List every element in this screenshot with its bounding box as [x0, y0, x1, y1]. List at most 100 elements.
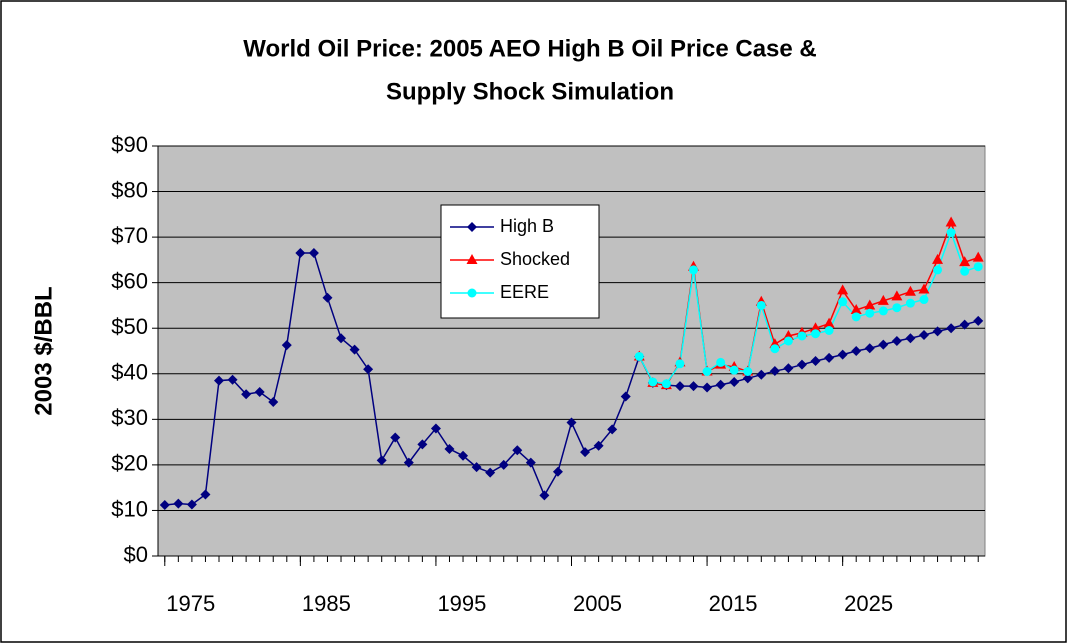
marker — [363, 364, 374, 375]
y-tick-label: $90 — [111, 132, 148, 157]
marker — [295, 248, 306, 259]
marker — [390, 432, 401, 443]
marker — [716, 357, 726, 367]
marker — [308, 248, 319, 259]
marker — [525, 457, 536, 468]
marker — [200, 489, 211, 500]
marker — [648, 377, 658, 387]
marker — [403, 457, 414, 468]
marker — [919, 295, 929, 305]
x-tick-label: 1995 — [437, 591, 486, 616]
marker — [227, 374, 238, 385]
marker — [471, 462, 482, 473]
marker — [824, 326, 834, 335]
legend-label: Shocked — [500, 249, 570, 269]
marker — [837, 284, 849, 295]
marker — [661, 379, 671, 389]
marker — [823, 317, 835, 328]
marker — [756, 369, 767, 380]
marker — [458, 450, 469, 461]
marker — [580, 447, 591, 458]
legend-marker — [467, 288, 477, 298]
marker — [946, 228, 956, 238]
marker — [810, 356, 821, 367]
y-axis-label: 2003 $/BBL — [30, 286, 57, 415]
marker — [959, 256, 971, 267]
y-tick-label: $10 — [111, 496, 148, 521]
x-tick-label: 2025 — [844, 591, 893, 616]
marker — [796, 359, 807, 370]
marker — [430, 423, 441, 434]
marker — [593, 440, 604, 451]
marker — [905, 333, 916, 344]
marker — [878, 339, 889, 350]
y-tick-label: $0 — [124, 542, 148, 567]
marker — [566, 417, 577, 428]
chart-title: Supply Shock Simulation — [386, 78, 674, 105]
marker — [512, 445, 523, 456]
marker — [918, 283, 930, 294]
marker — [688, 381, 699, 392]
marker — [851, 312, 861, 322]
marker — [905, 298, 915, 308]
marker — [322, 292, 333, 303]
marker — [715, 379, 726, 390]
marker — [891, 335, 902, 346]
marker — [783, 363, 794, 374]
y-tick-label: $60 — [111, 268, 148, 293]
marker — [281, 340, 292, 351]
marker — [891, 290, 903, 301]
legend-box — [440, 204, 600, 319]
x-tick-label: 2005 — [573, 591, 622, 616]
marker — [349, 344, 360, 355]
marker — [960, 266, 970, 276]
marker — [743, 367, 753, 376]
marker — [945, 216, 957, 227]
marker — [824, 352, 835, 363]
y-tick-label: $50 — [111, 314, 148, 339]
x-tick-label: 1975 — [166, 591, 215, 616]
marker — [620, 391, 631, 402]
marker — [837, 349, 848, 360]
marker — [376, 455, 387, 466]
y-tick-label: $40 — [111, 360, 148, 385]
marker — [783, 336, 793, 346]
marker — [444, 443, 455, 454]
marker — [878, 306, 888, 316]
marker — [417, 439, 428, 450]
marker — [268, 397, 279, 408]
legend-marker — [467, 222, 477, 232]
marker — [932, 326, 943, 337]
marker — [892, 303, 902, 313]
marker — [336, 333, 347, 344]
marker — [214, 375, 225, 386]
x-tick-label: 1985 — [302, 591, 351, 616]
marker — [498, 459, 509, 470]
marker — [973, 262, 983, 272]
marker — [864, 299, 876, 310]
marker — [729, 365, 739, 375]
marker — [756, 300, 766, 310]
legend-label: EERE — [500, 282, 549, 302]
marker — [539, 490, 550, 501]
marker — [674, 381, 685, 392]
marker — [173, 498, 184, 509]
marker — [186, 499, 197, 510]
marker — [973, 315, 984, 326]
y-tick-label: $70 — [111, 223, 148, 248]
marker — [634, 351, 644, 361]
marker — [865, 308, 875, 318]
marker — [810, 322, 822, 333]
marker — [702, 367, 712, 376]
marker — [811, 329, 821, 339]
marker — [932, 253, 944, 264]
y-tick-label: $80 — [111, 177, 148, 202]
legend-marker — [466, 254, 478, 264]
marker — [742, 373, 753, 384]
marker — [702, 382, 713, 393]
marker — [689, 265, 699, 275]
marker — [607, 424, 618, 435]
marker — [946, 323, 957, 334]
y-tick-label: $30 — [111, 405, 148, 430]
